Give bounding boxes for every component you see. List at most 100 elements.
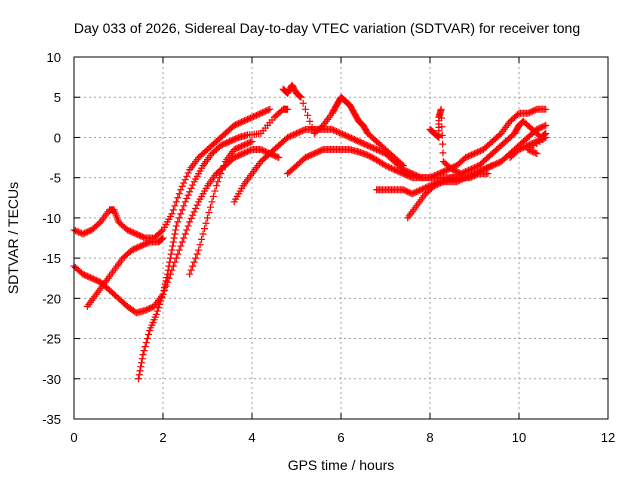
data-point (224, 138, 232, 146)
data-point (472, 171, 480, 179)
data-point (491, 160, 499, 168)
data-point (487, 162, 495, 170)
data-point (429, 172, 437, 180)
data-point (365, 142, 373, 150)
data-point (163, 278, 171, 286)
data-point (490, 161, 498, 169)
data-point (522, 142, 530, 150)
data-point (353, 137, 361, 145)
data-point (76, 229, 84, 237)
data-point (169, 206, 177, 214)
data-point (254, 111, 262, 119)
data-point (264, 106, 272, 114)
data-point (530, 148, 538, 156)
data-point (137, 359, 145, 367)
data-point (266, 105, 274, 113)
data-point (140, 347, 148, 355)
data-point (463, 167, 471, 175)
y-tick-label: 10 (47, 50, 61, 65)
data-point (129, 229, 137, 237)
data-point (174, 250, 182, 258)
data-point (370, 154, 378, 162)
y-tick-label: 5 (54, 90, 61, 105)
data-point (358, 139, 366, 147)
data-point (91, 276, 99, 284)
data-point (143, 335, 151, 343)
data-point (128, 246, 136, 254)
data-point (80, 229, 88, 237)
data-point (244, 139, 252, 147)
data-point (426, 174, 434, 182)
data-point (183, 194, 191, 202)
data-point (301, 105, 309, 113)
data-point (454, 168, 462, 176)
data-point (241, 149, 249, 157)
data-point (524, 109, 532, 117)
data-point (515, 146, 523, 154)
data-point (146, 304, 154, 312)
data-point (442, 176, 450, 184)
data-point (168, 210, 176, 218)
data-point (183, 172, 191, 180)
data-point (463, 153, 471, 161)
data-point (518, 144, 526, 152)
data-point (260, 147, 268, 155)
data-point (370, 144, 378, 152)
data-point (168, 266, 176, 274)
data-point (208, 198, 216, 206)
data-point (159, 290, 167, 298)
data-point (258, 146, 266, 154)
data-point (466, 174, 474, 182)
data-point (134, 231, 142, 239)
data-point (438, 131, 446, 139)
data-point (244, 148, 252, 156)
data-point (422, 184, 430, 192)
data-point (252, 111, 260, 119)
data-point (128, 228, 136, 236)
data-point (168, 246, 176, 254)
data-point (300, 126, 308, 134)
data-point (172, 226, 180, 234)
data-point (356, 138, 364, 146)
data-point (542, 105, 550, 113)
data-point (245, 139, 253, 147)
data-point (352, 136, 360, 144)
data-point (245, 147, 253, 155)
data-point (531, 138, 539, 146)
data-point (384, 163, 392, 171)
data-point (205, 209, 213, 217)
series-track-a (70, 105, 274, 242)
x-tick-labels: 0 2 4 6 8 10 12 (70, 430, 615, 445)
data-point (189, 181, 197, 189)
data-point (195, 246, 203, 254)
data-point (307, 151, 315, 159)
data-point (202, 219, 210, 227)
data-point (159, 234, 167, 242)
data-point (247, 114, 255, 122)
data-point (86, 274, 94, 282)
data-point (169, 238, 177, 246)
data-point (368, 144, 376, 151)
data-point (189, 262, 197, 270)
data-point (79, 230, 87, 238)
data-point (193, 201, 201, 209)
data-point (457, 170, 465, 178)
data-point (516, 145, 524, 153)
data-point (230, 135, 238, 143)
data-point (343, 132, 351, 140)
data-point (242, 148, 250, 156)
data-point (141, 240, 149, 248)
data-point (309, 150, 317, 158)
data-point (318, 123, 326, 131)
data-point (261, 148, 269, 156)
data-point (153, 307, 161, 315)
series-track-k (426, 105, 550, 178)
data-point (484, 170, 492, 178)
data-point (334, 128, 342, 136)
series-track-l (506, 133, 550, 162)
data-point (174, 218, 182, 226)
data-point (74, 228, 82, 236)
data-point (376, 147, 384, 155)
data-point (138, 233, 146, 241)
data-point (519, 144, 527, 151)
